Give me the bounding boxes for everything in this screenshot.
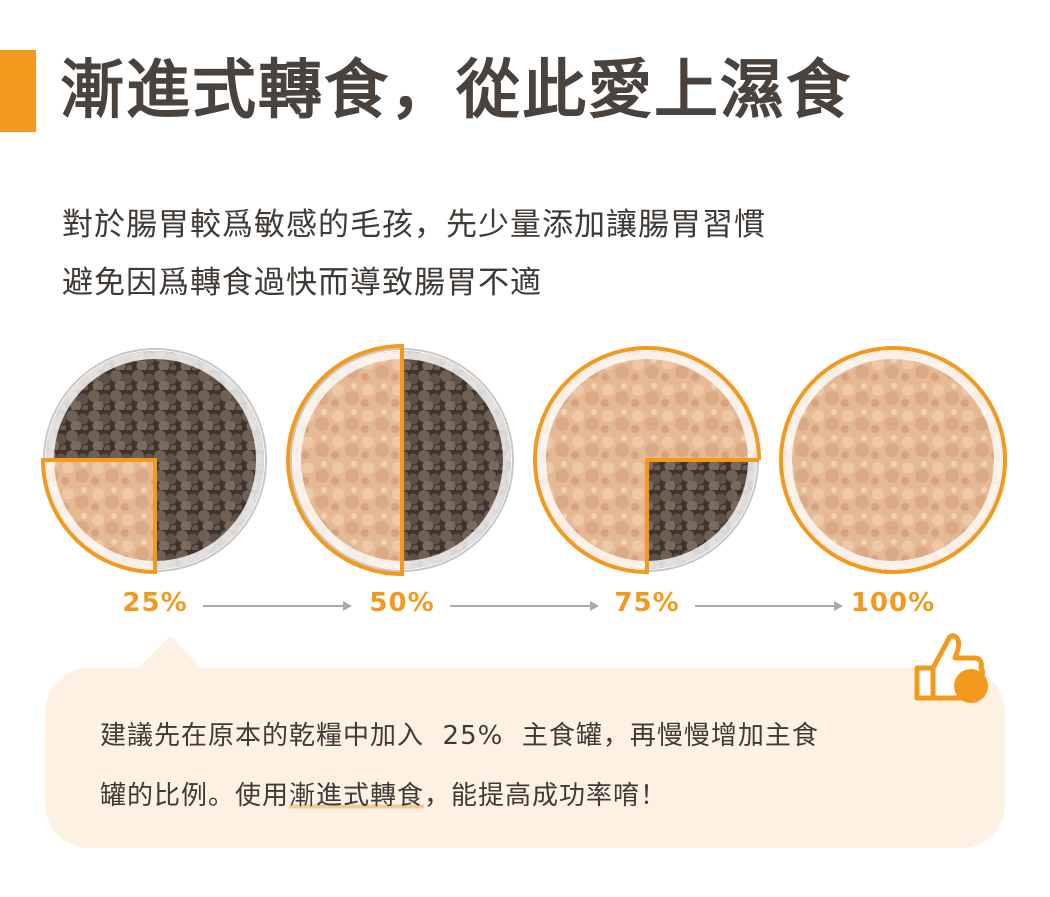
page-title: 漸進式轉食，從此愛上濕食 xyxy=(60,54,852,128)
food-ratio-illustrations xyxy=(40,343,1007,577)
subtitle: 對於腸胃較爲敏感的毛孩，先少量添加讓腸胃習慣 避免因爲轉食過快而導致腸胃不適 xyxy=(62,196,766,312)
subtitle-line-2: 避免因爲轉食過快而導致腸胃不適 xyxy=(62,265,542,301)
wet-portion-outline xyxy=(286,343,404,577)
step-label-25: 25% xyxy=(122,588,188,618)
step-label-75: 75% xyxy=(614,588,680,618)
title-accent-bar xyxy=(0,50,36,132)
arrow-right-icon xyxy=(695,601,843,611)
bowl-100% xyxy=(779,346,1007,574)
step-label-50: 50% xyxy=(369,588,435,618)
thumbs-up-icon xyxy=(914,633,988,703)
tip-line-2: 罐的比例。使用漸進式轉食，能提高成功率唷！ xyxy=(100,766,980,826)
bowl-25% xyxy=(40,348,267,575)
bowl-75% xyxy=(533,346,761,575)
tip-line-2-end: ，能提高成功率唷！ xyxy=(424,781,668,811)
bowl-50% xyxy=(286,343,514,577)
arrow-right-icon xyxy=(203,601,352,611)
bubble-pointer xyxy=(138,636,202,669)
progress-arrows xyxy=(203,601,843,611)
tip-line-2-start: 罐的比例。使用 xyxy=(100,781,290,811)
tip-line-1: 建議先在原本的乾糧中加入 25% 主食罐，再慢慢增加主食 xyxy=(100,721,819,751)
wet-food xyxy=(46,460,155,569)
subtitle-line-1: 對於腸胃較爲敏感的毛孩，先少量添加讓腸胃習慣 xyxy=(62,207,766,243)
tip-text: 建議先在原本的乾糧中加入 25% 主食罐，再慢慢增加主食 罐的比例。使用漸進式轉… xyxy=(100,706,980,826)
tip-highlight: 漸進式轉食 xyxy=(289,781,425,811)
arrow-right-icon xyxy=(450,601,599,611)
wet-portion-outline xyxy=(40,458,157,575)
wet-food xyxy=(293,351,402,569)
wet-food xyxy=(784,351,1002,569)
wet-portion-outline xyxy=(533,346,761,575)
step-label-100: 100% xyxy=(850,588,936,618)
tip-bubble xyxy=(45,668,1005,848)
